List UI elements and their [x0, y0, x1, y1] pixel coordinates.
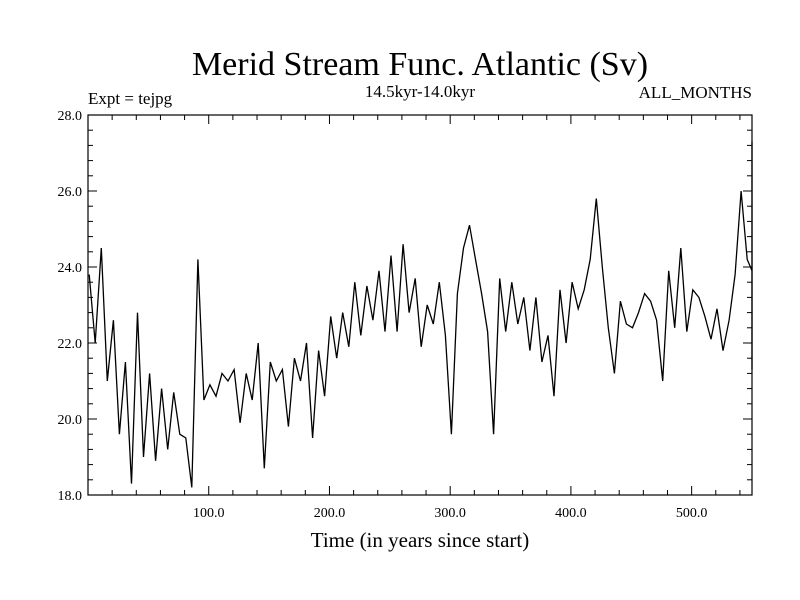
months-label: ALL_MONTHS [639, 83, 752, 102]
x-tick-label: 500.0 [676, 506, 708, 521]
chart-title: Merid Stream Func. Atlantic (Sv) [192, 46, 648, 83]
x-tick-label: 100.0 [193, 506, 225, 521]
x-tick-label: 200.0 [314, 506, 346, 521]
y-tick-label: 28.0 [58, 109, 83, 124]
y-tick-label: 18.0 [58, 489, 83, 504]
y-tick-label: 22.0 [58, 337, 83, 352]
y-axis: 18.0 20.0 22.0 24.0 26.0 28.0 [58, 109, 752, 504]
experiment-label: Expt = tejpg [88, 89, 173, 108]
y-tick-label: 26.0 [58, 185, 83, 200]
x-tick-label: 400.0 [555, 506, 587, 521]
x-axis: 100.0 200.0 300.0 400.0 500.0 [111, 115, 741, 521]
series-line [88, 141, 753, 488]
x-axis-title: Time (in years since start) [311, 528, 530, 552]
x-tick-label: 300.0 [434, 506, 466, 521]
chart-subtitle: 14.5kyr-14.0kyr [365, 82, 475, 101]
y-tick-label: 20.0 [58, 413, 83, 428]
y-tick-label: 24.0 [58, 261, 83, 276]
